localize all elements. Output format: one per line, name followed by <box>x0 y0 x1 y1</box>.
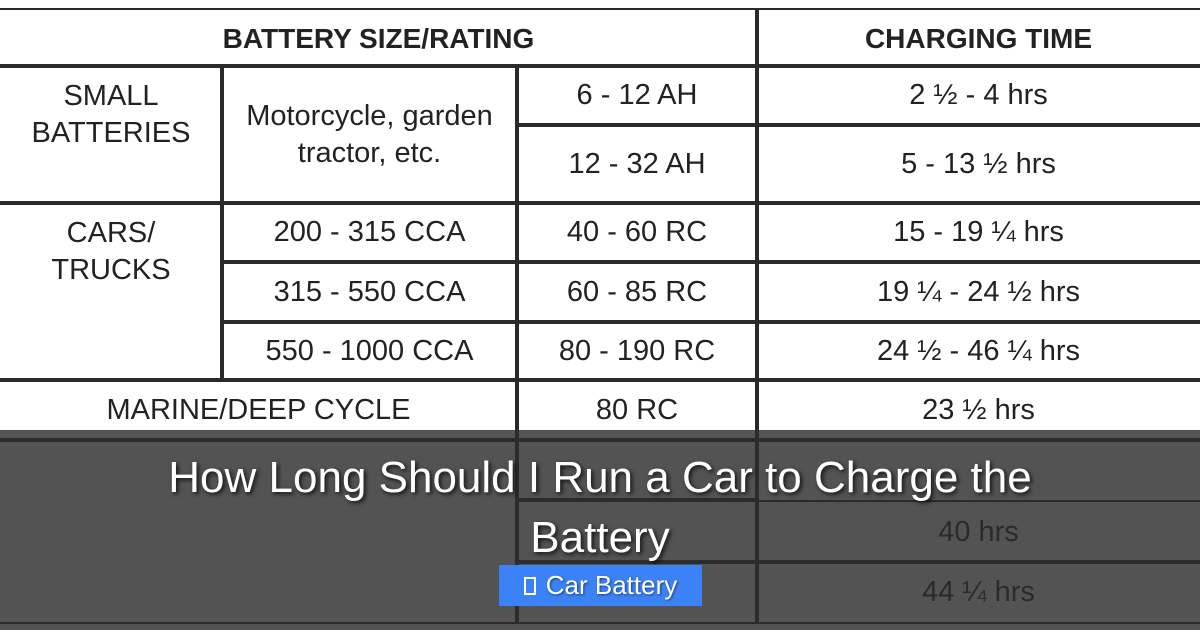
category-badge[interactable]: Car Battery <box>499 565 702 606</box>
table-cell: 12 - 32 AH <box>515 123 759 205</box>
table-cell: CARS/ TRUCKS <box>0 201 224 382</box>
table-cell: 200 - 315 CCA <box>220 201 519 264</box>
table-cell: 15 - 19 ¼ hrs <box>755 201 1200 264</box>
table-cell: 550 - 1000 CCA <box>220 320 519 382</box>
table-cell: 40 - 60 RC <box>515 201 759 264</box>
table-cell: SMALL BATTERIES <box>0 64 224 205</box>
table-cell: 6 - 12 AH <box>515 64 759 127</box>
tag-label: Car Battery <box>545 570 678 600</box>
header-cell: BATTERY SIZE/RATING <box>0 8 759 68</box>
table-cell: 60 - 85 RC <box>515 260 759 324</box>
post-title: How Long Should I Run a Car to Charge th… <box>168 453 1032 562</box>
table-cell: 5 - 13 ½ hrs <box>755 123 1200 205</box>
tag-icon <box>523 576 536 595</box>
table-cell: 80 - 190 RC <box>515 320 759 382</box>
table-cell: 2 ½ - 4 hrs <box>755 64 1200 127</box>
table-cell: MARINE/DEEP CYCLE <box>0 378 519 442</box>
table-cell: 19 ¼ - 24 ½ hrs <box>755 260 1200 324</box>
header-cell: CHARGING TIME <box>755 8 1200 68</box>
table-cell: 315 - 550 CCA <box>220 260 519 324</box>
table-cell: Motorcycle, garden tractor, etc. <box>220 64 519 205</box>
table-cell: 24 ½ - 46 ¼ hrs <box>755 320 1200 382</box>
